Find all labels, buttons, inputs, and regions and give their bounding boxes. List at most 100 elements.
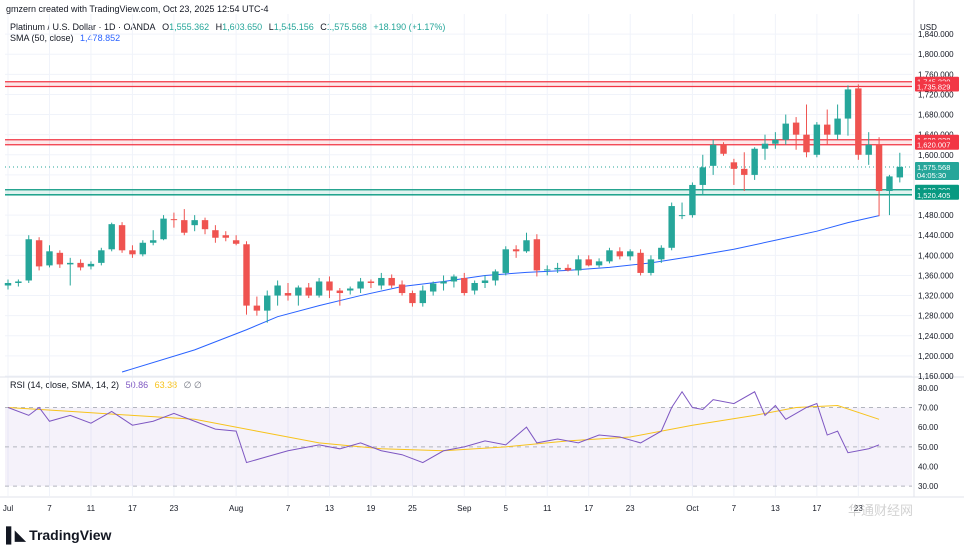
candle xyxy=(409,290,416,307)
candle-body xyxy=(575,259,582,271)
time-tick-label: Jul xyxy=(3,504,13,513)
candle-body xyxy=(875,144,883,191)
candle xyxy=(886,174,893,216)
candle-body xyxy=(523,240,530,252)
high-value: H1,603.650 xyxy=(215,22,263,32)
price-tick-label: 1,280.000 xyxy=(918,312,954,321)
candle xyxy=(222,231,229,242)
candle-body xyxy=(772,139,779,144)
candle-body xyxy=(834,118,841,135)
candle xyxy=(4,279,12,290)
candle-body xyxy=(429,283,437,292)
candle-body xyxy=(647,259,655,273)
candle-body xyxy=(274,285,281,296)
candle xyxy=(336,288,344,306)
candle-body xyxy=(232,240,240,244)
candle xyxy=(751,147,758,180)
price-tick-label: 1,440.000 xyxy=(918,231,954,240)
candle-body xyxy=(87,263,95,267)
sma-legend[interactable]: SMA (50, close) 1,478.852 xyxy=(10,33,124,43)
candle-body xyxy=(564,267,572,271)
candle-body xyxy=(813,124,821,155)
candle-body xyxy=(108,224,115,250)
candle xyxy=(626,249,634,261)
candle xyxy=(658,245,665,263)
candle-body xyxy=(212,230,219,238)
candle-body xyxy=(56,252,64,265)
rsi-tick-label: 50.00 xyxy=(918,443,939,452)
support-price-label-bg xyxy=(915,189,959,200)
candle-body xyxy=(367,281,375,283)
price-tick-label: 1,160.000 xyxy=(918,372,954,381)
time-tick-label: 13 xyxy=(325,504,334,513)
time-tick-label: 17 xyxy=(128,504,137,513)
rsi-label: RSI (14, close, SMA, 14, 2) xyxy=(10,380,120,390)
candle-body xyxy=(492,271,499,281)
candle xyxy=(253,296,261,316)
candle xyxy=(761,134,769,160)
rsi-line xyxy=(7,390,880,464)
rsi-value: 50.86 xyxy=(125,380,149,390)
candle xyxy=(813,122,821,158)
candle xyxy=(502,246,509,276)
candle-body xyxy=(129,250,136,255)
price-tick-label: 1,760.000 xyxy=(918,70,954,79)
sma-value: 1,478.852 xyxy=(80,33,121,43)
candle xyxy=(170,212,178,228)
resistance-zone xyxy=(5,139,912,145)
chart-credit: gmzern created with TradingView.com, Oct… xyxy=(6,4,269,14)
sma-line xyxy=(121,215,880,373)
candle xyxy=(346,286,354,295)
candle xyxy=(730,158,738,185)
current-price-label: 1,575.568 xyxy=(917,163,950,172)
candle-body xyxy=(243,244,250,306)
candle xyxy=(855,84,862,160)
candle xyxy=(67,257,74,286)
candle-body xyxy=(201,220,209,230)
time-tick-label: 19 xyxy=(366,504,375,513)
candle xyxy=(647,255,655,276)
candle-body xyxy=(658,247,665,260)
candle xyxy=(616,247,624,260)
candle xyxy=(419,285,427,307)
candle xyxy=(824,109,831,145)
candle xyxy=(512,245,520,258)
candle xyxy=(699,154,707,195)
rsi-legend[interactable]: RSI (14, close, SMA, 14, 2) 50.86 63.38 … xyxy=(10,380,206,391)
candle-body xyxy=(471,282,478,291)
support-price-label: 1,520.405 xyxy=(917,191,950,200)
candle-body xyxy=(305,287,312,296)
candle-body xyxy=(326,281,333,291)
candle xyxy=(77,259,84,271)
candle-body xyxy=(481,280,489,283)
tradingview-logo-icon: ▌◣ xyxy=(6,527,26,544)
candle-body xyxy=(637,252,644,273)
candle-body xyxy=(222,235,229,238)
candle xyxy=(792,117,800,150)
candle xyxy=(429,281,437,296)
candle-body xyxy=(15,281,22,283)
candle xyxy=(25,235,32,283)
currency-label: USD xyxy=(920,23,937,32)
candle-body xyxy=(450,276,458,282)
candle xyxy=(15,279,22,287)
price-tick-label: 1,680.000 xyxy=(918,111,954,120)
candle-body xyxy=(295,287,302,296)
candle xyxy=(595,258,603,268)
candle-body xyxy=(346,288,354,291)
candle xyxy=(896,152,904,183)
candle-body xyxy=(585,259,592,266)
current-price-label-countdown: 04:05:30 xyxy=(917,171,946,180)
time-tick-label: Oct xyxy=(686,504,699,513)
candle xyxy=(35,237,43,271)
candle xyxy=(315,277,323,298)
candle xyxy=(243,241,250,315)
candle xyxy=(284,282,292,301)
rsi-tick-label: 80.00 xyxy=(918,384,939,393)
open-value: O1,555.362 xyxy=(162,22,210,32)
candle xyxy=(139,240,147,257)
sma-label: SMA (50, close) xyxy=(10,33,74,43)
symbol-title[interactable]: Platinum / U.S. Dollar · 1D · OANDA xyxy=(10,22,156,32)
candle xyxy=(305,282,312,299)
